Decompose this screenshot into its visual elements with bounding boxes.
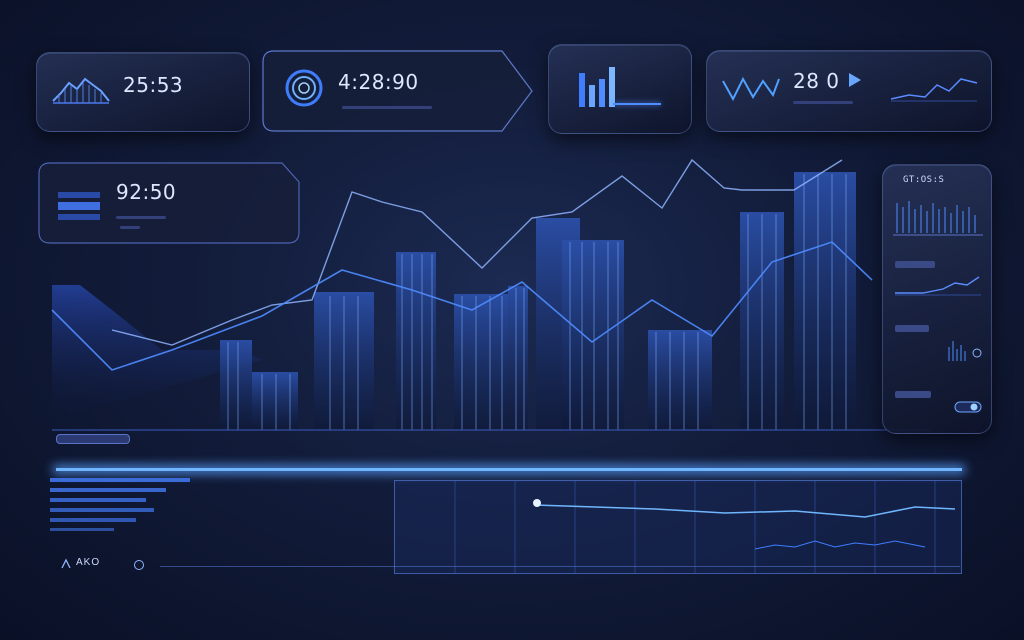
main-chart: [52, 285, 262, 420]
kpi-value-2: 4:28:90: [338, 70, 419, 94]
horizontal-bars: [50, 478, 190, 531]
kpi-card-1[interactable]: 25:53: [36, 52, 250, 132]
trend-zigzag-icon: [722, 76, 780, 102]
bar-col: [648, 330, 712, 430]
footer-rule: [160, 566, 960, 567]
bar-col: [562, 240, 624, 430]
kpi-card-3[interactable]: [548, 44, 692, 134]
side-mini-bars: [893, 201, 983, 236]
side-sparkline-2: [948, 341, 982, 361]
bar-col: [220, 340, 252, 430]
area-series: [52, 285, 262, 420]
play-arrow-icon[interactable]: [849, 73, 861, 87]
kpi-subline-5: [116, 216, 166, 219]
fingerprint-icon: [285, 69, 323, 107]
side-row-1[interactable]: [895, 261, 935, 268]
kpi-subline-5b: [120, 226, 140, 229]
chart-footer-tag[interactable]: [56, 434, 130, 444]
bar-col: [454, 294, 508, 430]
timeline-playhead[interactable]: [533, 499, 541, 507]
kpi-card-4[interactable]: 28 0: [706, 50, 992, 132]
kpi-card-2[interactable]: 4:28:90: [262, 50, 534, 132]
kpi-subline-2: [342, 106, 432, 109]
side-sparkline-1: [895, 276, 981, 296]
side-row-3[interactable]: [895, 391, 931, 398]
kpi-value-1: 25:53: [123, 73, 184, 97]
bar-col: [252, 372, 298, 430]
footer-label: AKO: [76, 557, 101, 568]
footer-icon: [61, 558, 71, 569]
wave-chart-icon: [52, 77, 110, 104]
side-panel[interactable]: GT:OS:S: [882, 164, 992, 434]
side-panel-title: GT:OS:S: [903, 175, 945, 185]
timeline-signal: [534, 504, 956, 518]
bar-col: [508, 286, 528, 430]
kpi-value-5: 92:50: [116, 180, 177, 204]
kpi-value-4: 28 0: [793, 69, 840, 93]
trend-line-2: [51, 241, 873, 371]
timeline-glow-line: [56, 468, 962, 471]
document-stack-icon: [58, 192, 100, 220]
timeline-panel[interactable]: [394, 480, 962, 574]
footer-bar: AKO: [56, 557, 156, 570]
bar-chart-icon: [579, 67, 615, 107]
side-row-2[interactable]: [895, 325, 929, 332]
footer-dot[interactable]: [134, 560, 144, 570]
kpi-subline-4: [793, 101, 853, 104]
bar-col: [794, 172, 856, 430]
kpi-underline-3: [613, 103, 661, 105]
trend-line: [111, 158, 843, 346]
mini-sparkline: [890, 78, 978, 102]
side-toggle-icon[interactable]: [954, 401, 982, 413]
bar-col: [396, 252, 436, 430]
kpi-card-5[interactable]: 92:50: [38, 162, 300, 244]
bar-chart-columns: [51, 150, 932, 450]
